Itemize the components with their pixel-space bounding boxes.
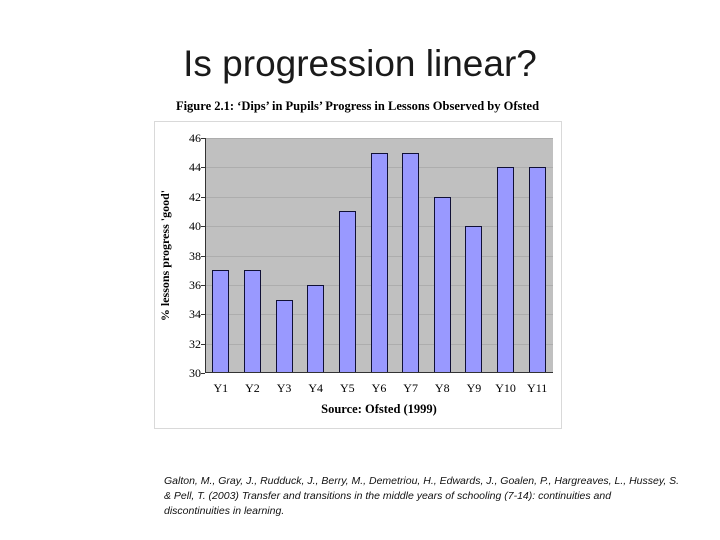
x-tick-label: Y11 [527, 381, 548, 395]
y-tick-mark [201, 226, 205, 228]
y-tick-mark [201, 373, 205, 374]
y-tick-label: 40 [189, 219, 201, 234]
gridline [205, 138, 553, 139]
bar-Y10 [497, 167, 515, 373]
y-tick-mark [201, 196, 205, 198]
y-tick-mark [201, 314, 205, 316]
y-tick-label: 34 [189, 307, 201, 322]
citation: Galton, M., Gray, J., Rudduck, J., Berry… [164, 474, 709, 519]
plot-area [205, 138, 553, 373]
y-tick-label: 32 [189, 336, 201, 351]
page-title: Is progression linear? [183, 43, 537, 84]
y-tick-label: 46 [189, 131, 201, 145]
x-tick-label: Y10 [495, 381, 516, 395]
citation-line: & Pell, T. (2003) Transfer and transitio… [164, 490, 612, 502]
y-tick-mark [201, 167, 205, 169]
citation-line: discontinuities in learning. [164, 505, 285, 517]
bar-Y4 [307, 284, 325, 373]
bar-Y8 [433, 196, 451, 373]
bar-Y6 [370, 152, 388, 373]
y-tick-labels: 30 32 34 36 38 40 42 44 46 [163, 131, 201, 380]
y-tick-label: 30 [189, 366, 201, 380]
x-tick-label: Y7 [403, 381, 418, 395]
y-tick-label: 36 [189, 277, 201, 292]
y-tick-mark [201, 343, 205, 345]
y-tick-label: 38 [189, 248, 201, 263]
x-tick-labels: Y1 Y2 Y3 Y4 Y5 Y6 Y7 Y8 Y9 Y10 Y11 [205, 381, 553, 397]
x-tick-label: Y9 [466, 381, 482, 395]
y-tick-mark [201, 255, 205, 257]
bar-Y3 [275, 299, 293, 373]
chart-source: Source: Ofsted (1999) [321, 402, 437, 416]
chart-panel: % lessons progress 'good' 30 32 34 36 38 40 42… [154, 121, 562, 429]
bar-Y11 [528, 167, 546, 373]
y-tick-mark [201, 284, 205, 286]
bar-Y9 [465, 226, 483, 373]
x-axis-line [205, 372, 553, 373]
x-tick-label: Y1 [213, 381, 229, 395]
figure-caption: Figure 2.1: ‘Dips’ in Pupils’ Progress i… [175, 99, 540, 113]
citation-line: Galton, M., Gray, J., Rudduck, J., Berry… [164, 475, 680, 487]
x-tick-label: Y2 [245, 381, 260, 395]
x-tick-label: Y8 [434, 381, 450, 395]
y-tick-mark [201, 138, 205, 139]
x-tick-label: Y6 [371, 381, 387, 395]
bar-Y1 [212, 270, 230, 373]
y-axis-line [205, 138, 206, 373]
bar-Y7 [402, 152, 420, 373]
x-tick-label: Y4 [308, 381, 324, 395]
bar-Y2 [243, 270, 261, 373]
x-tick-label: Y5 [340, 381, 355, 395]
x-tick-label: Y3 [276, 381, 292, 395]
bar-Y5 [338, 211, 356, 373]
y-tick-label: 42 [189, 189, 201, 204]
y-tick-label: 44 [189, 160, 201, 175]
